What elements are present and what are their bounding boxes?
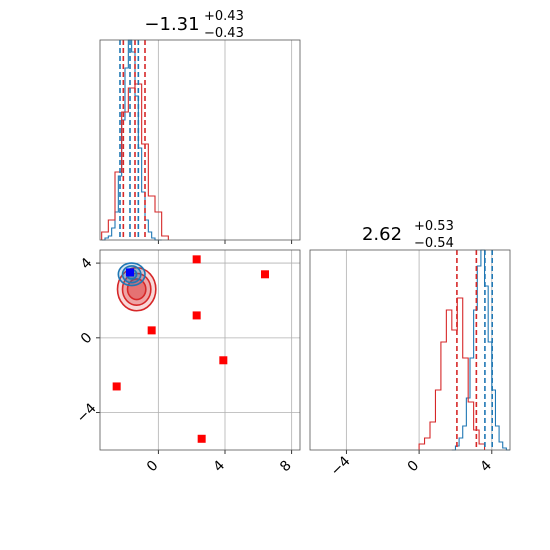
sample-marker bbox=[192, 255, 201, 264]
title-upper-error: +0.43 bbox=[204, 9, 244, 24]
histogram-series bbox=[101, 39, 162, 241]
axes-frame bbox=[99, 249, 301, 451]
axes-frame bbox=[99, 39, 301, 241]
panel-title: 2.62 bbox=[362, 224, 402, 245]
x-tick-label: −4 bbox=[328, 453, 354, 479]
sample-marker bbox=[112, 382, 121, 391]
title-upper-error: +0.53 bbox=[414, 219, 454, 234]
histogram-series bbox=[418, 297, 486, 450]
y-tick-label: 0 bbox=[78, 330, 96, 348]
sample-marker bbox=[219, 356, 228, 365]
histogram-series bbox=[101, 83, 169, 240]
x-tick-label: 4 bbox=[211, 457, 229, 475]
sample-marker bbox=[192, 311, 201, 320]
histogram-panel-y: −4 0 4 2.62 +0.53 −0.54 bbox=[309, 219, 511, 479]
x-tick-label: 0 bbox=[144, 458, 162, 476]
sample-marker bbox=[147, 326, 156, 335]
x-tick-label: 8 bbox=[277, 458, 295, 476]
histogram-series bbox=[451, 249, 510, 451]
sample-marker bbox=[197, 434, 206, 443]
y-tick-label: −4 bbox=[74, 400, 100, 426]
title-lower-error: −0.43 bbox=[204, 26, 244, 41]
x-tick-label: 4 bbox=[477, 457, 495, 475]
axes-frame bbox=[309, 249, 511, 451]
sample-marker bbox=[126, 268, 134, 277]
panel-title: −1.31 bbox=[144, 14, 199, 35]
x-tick-label: 0 bbox=[405, 458, 423, 476]
histogram-panel-x: −1.31 +0.43 −0.43 bbox=[99, 9, 301, 244]
title-lower-error: −0.54 bbox=[414, 236, 454, 251]
scatter-panel-xy: 0 4 8 −4 0 4 bbox=[74, 249, 301, 476]
density-contour bbox=[126, 278, 147, 301]
y-tick-label: 4 bbox=[78, 255, 96, 273]
sample-marker bbox=[261, 270, 269, 279]
